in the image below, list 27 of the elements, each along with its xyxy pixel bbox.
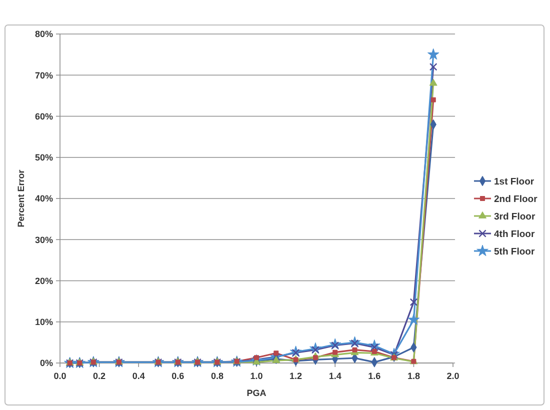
x-tick-label: 1.8 (407, 371, 420, 381)
x-axis-title: PGA (246, 388, 267, 398)
legend-label: 1st Floor (494, 176, 534, 188)
y-tick-label: 40% (34, 194, 53, 204)
x-tick-label: 0.4 (132, 371, 145, 381)
x-tick-label: 1.4 (328, 371, 342, 381)
y-tick-label: 60% (34, 111, 53, 122)
x-tick-label: 1.0 (250, 371, 263, 381)
x-tick-label: 1.2 (290, 371, 302, 381)
y-tick-label: 70% (34, 70, 53, 80)
y-tick-label: 50% (34, 152, 53, 163)
x-tick-label: 0.8 (210, 371, 224, 381)
y-tick-label: 80% (34, 29, 53, 40)
y-tick-label: 10% (34, 317, 53, 328)
x-tick-label: 2.0 (446, 371, 460, 381)
x-tick-label: 0.0 (54, 371, 66, 381)
y-tick-label: 0% (40, 358, 53, 368)
y-axis-title: Percent Error (16, 169, 26, 228)
y-tick-label: 20% (34, 276, 53, 286)
x-tick-label: 1.6 (368, 371, 381, 381)
x-tick-label: 0.2 (93, 371, 106, 381)
x-tick-label: 0.6 (172, 371, 184, 381)
y-tick-label: 30% (34, 234, 53, 245)
legend-label: 3rd Floor (494, 211, 536, 222)
legend-label: 4th Floor (494, 228, 535, 240)
legend-label: 2nd Floor (494, 194, 538, 205)
legend-label: 5th Floor (494, 246, 535, 258)
